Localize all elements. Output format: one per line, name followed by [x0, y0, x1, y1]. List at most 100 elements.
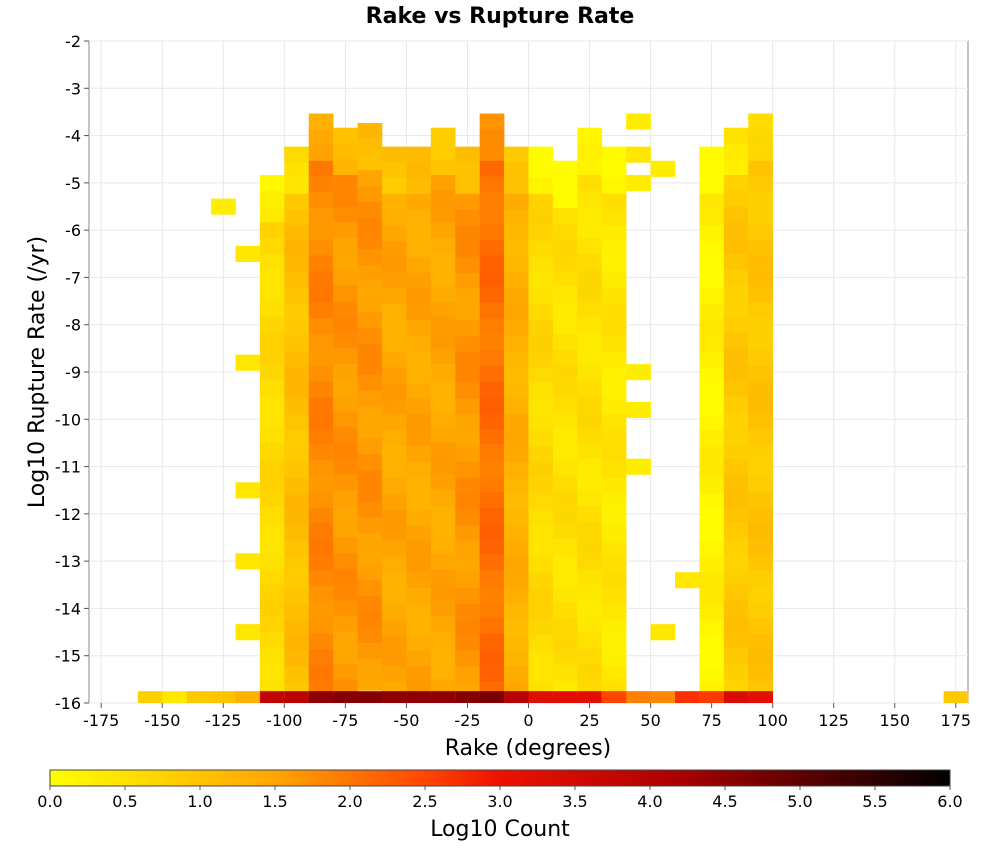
- heatmap-cell: [504, 193, 529, 210]
- heatmap-cell: [430, 269, 456, 286]
- heatmap-cell: [406, 556, 432, 573]
- heatmap-cell: [259, 348, 285, 365]
- heatmap-cell: [748, 129, 773, 146]
- heatmap-cell: [259, 663, 285, 680]
- heatmap-cell: [504, 288, 529, 305]
- heatmap-cell: [308, 554, 334, 571]
- heatmap-cell: [259, 411, 285, 428]
- heatmap-cell: [259, 691, 285, 703]
- heatmap-cell: [430, 174, 456, 192]
- heatmap-cell: [601, 603, 627, 620]
- heatmap-cell: [528, 209, 554, 226]
- heatmap-cell: [601, 398, 627, 415]
- heatmap-cell: [284, 556, 310, 573]
- heatmap-cell: [577, 174, 603, 192]
- heatmap-cell: [455, 540, 480, 557]
- heatmap-cell: [723, 316, 749, 333]
- heatmap-cell: [528, 225, 554, 242]
- heatmap-cell: [357, 658, 383, 675]
- heatmap-cell: [528, 304, 554, 321]
- heatmap-cell: [259, 395, 285, 412]
- heatmap-cell: [504, 691, 529, 703]
- heatmap-cell: [406, 272, 432, 289]
- heatmap-cell: [455, 556, 480, 573]
- heatmap-cell: [748, 586, 773, 603]
- heatmap-cell: [748, 523, 773, 540]
- heatmap-cell: [357, 501, 383, 518]
- heatmap-cell: [626, 146, 651, 163]
- heatmap-cell: [552, 192, 578, 209]
- heatmap-cell: [357, 422, 383, 439]
- heatmap-cell: [308, 271, 334, 288]
- heatmap-cell: [333, 490, 358, 507]
- heatmap-cell: [382, 572, 407, 589]
- y-tick-label: -10: [55, 410, 81, 429]
- heatmap-cell: [577, 537, 603, 554]
- heatmap-cell: [333, 616, 358, 633]
- heatmap-cell: [577, 222, 603, 239]
- heatmap-cell: [284, 603, 310, 620]
- heatmap-cell: [504, 304, 529, 321]
- heatmap-cell: [699, 304, 725, 321]
- heatmap-cell: [430, 474, 456, 491]
- heatmap-cell: [430, 616, 456, 633]
- heatmap-cell: [504, 635, 529, 652]
- heatmap-cell: [430, 301, 456, 318]
- heatmap-cell: [528, 493, 554, 510]
- heatmap-cell: [284, 587, 310, 604]
- heatmap-cell: [699, 540, 725, 557]
- heatmap-cell: [382, 304, 407, 321]
- heatmap-cell: [259, 521, 285, 538]
- heatmap-cell: [552, 460, 578, 477]
- x-tick-label: 75: [701, 711, 721, 730]
- heatmap-cell: [528, 351, 554, 368]
- heatmap-cell: [552, 397, 578, 414]
- heatmap-cell: [430, 490, 456, 507]
- y-tick-label: -6: [65, 221, 81, 240]
- heatmap-cell: [577, 190, 603, 207]
- heatmap-cell: [528, 430, 554, 447]
- heatmap-cell: [333, 127, 358, 144]
- heatmap-cell: [699, 178, 725, 195]
- heatmap-cell: [430, 316, 456, 333]
- heatmap-cell: [528, 272, 554, 289]
- heatmap-cell: [455, 367, 480, 384]
- heatmap-cell: [455, 509, 480, 526]
- heatmap-cell: [504, 556, 529, 573]
- x-tick-label: 150: [879, 711, 910, 730]
- heatmap-cell: [504, 477, 529, 494]
- heatmap-cell: [333, 663, 358, 680]
- heatmap-cell: [382, 288, 407, 305]
- heatmap-cell: [308, 649, 334, 666]
- heatmap-cell: [382, 162, 407, 179]
- heatmap-cell: [455, 446, 480, 463]
- heatmap-cell: [699, 209, 725, 226]
- heatmap-cell: [479, 633, 505, 650]
- heatmap-cell: [406, 540, 432, 557]
- colorbar-tick-label: 0.0: [37, 792, 62, 811]
- colorbar-tick-label: 3.5: [562, 792, 587, 811]
- heatmap-cell: [455, 430, 480, 447]
- heatmap-cell: [748, 318, 773, 335]
- heatmap-cell: [577, 269, 603, 286]
- heatmap-cell: [626, 174, 651, 192]
- x-axis-ticks: -175 -150 -125 -100 -75 -50 -25 0 25 50 75 100 125 15…: [83, 703, 971, 730]
- heatmap-cell: [723, 238, 749, 255]
- heatmap-cell: [528, 477, 554, 494]
- heatmap-cell: [308, 444, 334, 461]
- heatmap-cell: [748, 286, 773, 303]
- heatmap-cell: [601, 619, 627, 636]
- heatmap-cell: [284, 209, 310, 226]
- heatmap-cell: [357, 312, 383, 329]
- heatmap-cell: [601, 509, 627, 526]
- heatmap-cell: [406, 650, 432, 668]
- heatmap-cell: [357, 485, 383, 502]
- heatmap-cell: [259, 600, 285, 617]
- heatmap-cell: [284, 650, 310, 668]
- heatmap-cell: [333, 143, 358, 160]
- heatmap-cell: [333, 269, 358, 286]
- heatmap-cell: [699, 635, 725, 652]
- heatmap-cell: [723, 379, 749, 396]
- heatmap-cell: [748, 412, 773, 430]
- heatmap-cell: [284, 540, 310, 557]
